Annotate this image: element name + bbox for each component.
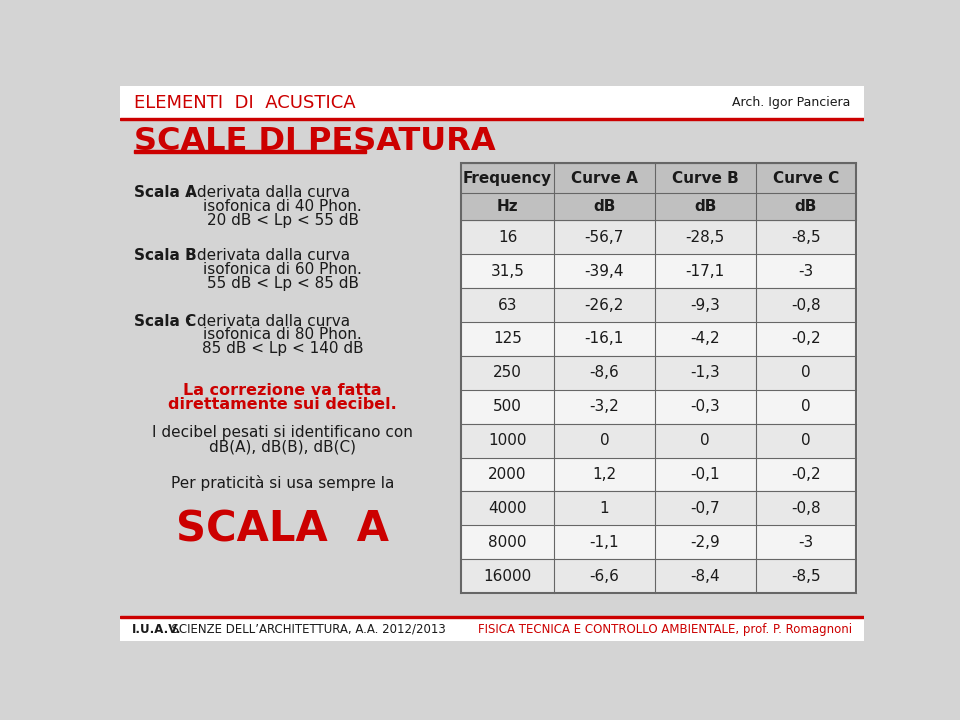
Text: -8,4: -8,4 — [690, 569, 720, 584]
Bar — [461, 356, 856, 390]
Text: Curve A: Curve A — [571, 171, 637, 186]
Bar — [134, 150, 367, 153]
Text: Hz: Hz — [496, 199, 518, 214]
Text: Scala B: Scala B — [134, 248, 197, 263]
Text: -0,7: -0,7 — [690, 501, 720, 516]
Text: SCIENZE DELL’ARCHITETTURA, A.A. 2012/2013: SCIENZE DELL’ARCHITETTURA, A.A. 2012/201… — [164, 623, 446, 636]
Text: 500: 500 — [493, 399, 522, 414]
Text: 20 dB < Lp < 55 dB: 20 dB < Lp < 55 dB — [206, 212, 359, 228]
Text: dB: dB — [593, 199, 615, 214]
Text: 0: 0 — [801, 399, 810, 414]
Text: 16000: 16000 — [484, 569, 532, 584]
Text: -6,6: -6,6 — [589, 569, 619, 584]
Bar — [461, 559, 856, 593]
Text: : derivata dalla curva: : derivata dalla curva — [182, 248, 350, 263]
Text: I decibel pesati si identificano con: I decibel pesati si identificano con — [153, 426, 413, 440]
Bar — [120, 86, 864, 118]
Text: Scala C: Scala C — [134, 313, 196, 328]
Text: I.U.A.V.: I.U.A.V. — [132, 623, 181, 636]
Text: -8,5: -8,5 — [791, 569, 821, 584]
Text: -0,3: -0,3 — [690, 399, 720, 414]
Text: -3: -3 — [799, 535, 813, 550]
Text: : derivata dalla curva: : derivata dalla curva — [182, 185, 350, 200]
Bar — [461, 193, 856, 220]
Text: direttamente sui decibel.: direttamente sui decibel. — [168, 397, 397, 412]
Text: 0: 0 — [700, 433, 710, 448]
Text: FISICA TECNICA E CONTROLLO AMBIENTALE, prof. P. Romagnoni: FISICA TECNICA E CONTROLLO AMBIENTALE, p… — [478, 623, 852, 636]
Bar — [461, 163, 856, 593]
Text: 4000: 4000 — [489, 501, 527, 516]
Text: Curve C: Curve C — [773, 171, 839, 186]
Text: dB: dB — [795, 199, 817, 214]
Bar — [461, 457, 856, 492]
Text: 63: 63 — [497, 297, 517, 312]
Text: -3,2: -3,2 — [589, 399, 619, 414]
Text: 16: 16 — [498, 230, 517, 245]
Text: 1: 1 — [600, 501, 610, 516]
Text: 55 dB < Lp < 85 dB: 55 dB < Lp < 85 dB — [206, 276, 359, 291]
Text: -0,8: -0,8 — [791, 501, 821, 516]
Bar — [461, 322, 856, 356]
Text: -8,6: -8,6 — [589, 365, 619, 380]
Bar — [461, 390, 856, 423]
Text: -9,3: -9,3 — [690, 297, 720, 312]
Bar — [120, 618, 864, 641]
Bar — [120, 118, 864, 120]
Text: dB: dB — [694, 199, 716, 214]
Text: 85 dB < Lp < 140 dB: 85 dB < Lp < 140 dB — [202, 341, 364, 356]
Text: 0: 0 — [600, 433, 610, 448]
Text: SCALA  A: SCALA A — [177, 508, 389, 550]
Text: 8000: 8000 — [489, 535, 527, 550]
Text: Scala A: Scala A — [134, 185, 197, 200]
Bar — [461, 220, 856, 254]
Text: -0,8: -0,8 — [791, 297, 821, 312]
Text: isofonica di 40 Phon.: isofonica di 40 Phon. — [204, 199, 362, 214]
Text: -3: -3 — [799, 264, 813, 279]
Text: -1,3: -1,3 — [690, 365, 720, 380]
Text: 0: 0 — [801, 365, 810, 380]
Text: SCALE DI PESATURA: SCALE DI PESATURA — [134, 126, 495, 158]
Text: -26,2: -26,2 — [585, 297, 624, 312]
Text: 2000: 2000 — [489, 467, 527, 482]
Text: 31,5: 31,5 — [491, 264, 524, 279]
Text: Per praticità si usa sempre la: Per praticità si usa sempre la — [171, 475, 395, 491]
Bar — [461, 163, 856, 593]
Bar — [461, 423, 856, 457]
Text: 250: 250 — [493, 365, 522, 380]
Text: -0,2: -0,2 — [791, 467, 821, 482]
Text: Arch. Igor Panciera: Arch. Igor Panciera — [732, 96, 850, 109]
Text: -4,2: -4,2 — [690, 331, 720, 346]
Text: La correzione va fatta: La correzione va fatta — [183, 383, 382, 398]
Text: isofonica di 80 Phon.: isofonica di 80 Phon. — [204, 328, 362, 343]
Text: 125: 125 — [493, 331, 522, 346]
Text: dB(A), dB(B), dB(C): dB(A), dB(B), dB(C) — [209, 439, 356, 454]
Bar — [461, 288, 856, 322]
Text: : derivata dalla curva: : derivata dalla curva — [182, 313, 350, 328]
Text: -56,7: -56,7 — [585, 230, 624, 245]
Text: isofonica di 60 Phon.: isofonica di 60 Phon. — [204, 262, 362, 277]
Bar — [461, 492, 856, 526]
Text: -17,1: -17,1 — [685, 264, 725, 279]
Bar — [120, 616, 864, 618]
Text: -1,1: -1,1 — [589, 535, 619, 550]
Text: Frequency: Frequency — [463, 171, 552, 186]
Text: 0: 0 — [801, 433, 810, 448]
Bar — [461, 254, 856, 288]
Text: Curve B: Curve B — [672, 171, 738, 186]
Text: -8,5: -8,5 — [791, 230, 821, 245]
Text: ELEMENTI  DI  ACUSTICA: ELEMENTI DI ACUSTICA — [134, 94, 355, 112]
Text: -28,5: -28,5 — [685, 230, 725, 245]
Bar — [461, 163, 856, 193]
Text: -2,9: -2,9 — [690, 535, 720, 550]
Text: -0,1: -0,1 — [690, 467, 720, 482]
Text: -0,2: -0,2 — [791, 331, 821, 346]
Text: 1000: 1000 — [489, 433, 527, 448]
Bar — [461, 526, 856, 559]
Text: -39,4: -39,4 — [585, 264, 624, 279]
Text: -16,1: -16,1 — [585, 331, 624, 346]
Text: 1,2: 1,2 — [592, 467, 616, 482]
